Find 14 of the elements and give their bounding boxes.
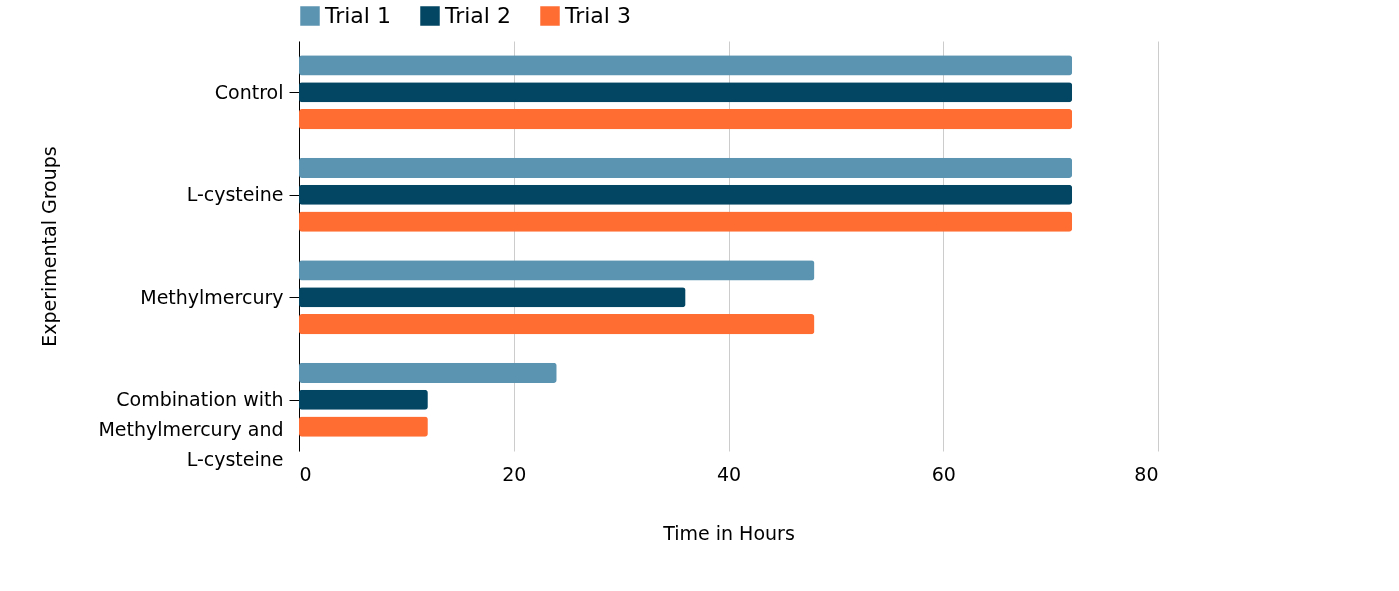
legend-label: Trial 3	[564, 3, 631, 28]
x-axis-title: Time in Hours	[662, 521, 795, 544]
x-tick-label: 0	[299, 462, 312, 485]
x-tick-label: 20	[502, 462, 527, 485]
x-tick-label: 60	[931, 462, 956, 485]
y-tick-label: Methylmercury	[140, 285, 284, 308]
legend-label: Trial 1	[324, 3, 391, 28]
y-tick-label: Combination with Methylmercury and L-cysteine	[98, 388, 284, 471]
y-tick-label: L-cysteine	[186, 183, 284, 206]
x-tick-label: 40	[716, 462, 742, 485]
y-tick-label: Control	[214, 80, 284, 103]
y-axis-title: Experimental Groups	[37, 146, 60, 347]
x-tick-label: 80	[1134, 462, 1159, 485]
legend-label: Trial 2	[444, 3, 511, 28]
